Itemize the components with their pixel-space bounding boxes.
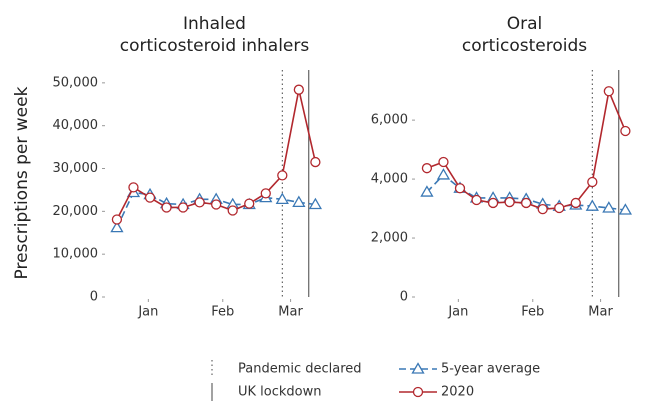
y-tick-label: 20,000	[53, 204, 99, 219]
marker	[227, 205, 238, 216]
marker	[438, 156, 449, 168]
marker	[194, 197, 205, 208]
marker	[454, 183, 466, 194]
marker	[618, 203, 633, 215]
marker	[504, 196, 515, 208]
legend-label: UK lockdown	[238, 385, 322, 400]
chart-title: corticosteroids	[462, 36, 587, 56]
y-tick-label: 0	[90, 290, 98, 305]
y-axis-label: Prescriptions per week	[12, 86, 32, 279]
marker	[275, 192, 289, 204]
marker	[277, 170, 288, 181]
x-tick-label: Mar	[588, 305, 613, 320]
y-tick-label: 10,000	[53, 247, 99, 262]
marker	[436, 168, 451, 180]
y-tick-label: 40,000	[53, 118, 99, 133]
marker	[211, 199, 222, 210]
marker	[487, 197, 499, 209]
marker	[471, 194, 482, 206]
marker	[111, 214, 123, 225]
legend-marker	[412, 386, 424, 398]
legend-label: 5-year average	[441, 362, 540, 377]
marker	[537, 203, 548, 215]
y-tick-label: 50,000	[53, 75, 99, 90]
legend-label: 2020	[441, 385, 474, 400]
marker	[177, 202, 189, 213]
marker	[521, 197, 532, 209]
marker	[144, 192, 156, 203]
marker	[292, 195, 306, 207]
legend-label: Pandemic declared	[238, 362, 362, 377]
chart-title: corticosteroid inhalers	[120, 36, 310, 56]
marker	[308, 197, 323, 210]
marker	[260, 188, 271, 199]
chart-title: Inhaled	[183, 14, 246, 34]
y-tick-label: 6,000	[371, 113, 408, 128]
marker	[244, 198, 255, 209]
x-tick-label: Feb	[521, 305, 544, 320]
marker	[585, 199, 599, 211]
marker	[570, 197, 581, 209]
y-tick-label: 2,000	[371, 231, 408, 246]
x-tick-label: Feb	[211, 305, 234, 320]
x-tick-label: Jan	[447, 305, 468, 320]
x-tick-label: Jan	[137, 305, 158, 320]
y-tick-label: 30,000	[53, 161, 99, 176]
marker	[620, 125, 631, 137]
marker	[420, 185, 434, 197]
x-tick-label: Mar	[278, 305, 303, 320]
marker	[161, 202, 172, 213]
marker	[602, 201, 616, 213]
y-tick-label: 4,000	[371, 172, 408, 187]
legend-marker	[411, 362, 425, 374]
marker	[421, 163, 433, 174]
marker	[128, 182, 139, 193]
marker	[587, 176, 598, 188]
y-tick-label: 0	[400, 290, 408, 305]
marker	[554, 202, 565, 214]
chart-title: Oral	[507, 14, 543, 34]
marker	[603, 86, 614, 97]
marker	[293, 84, 304, 95]
marker	[310, 156, 321, 168]
marker	[110, 220, 124, 233]
